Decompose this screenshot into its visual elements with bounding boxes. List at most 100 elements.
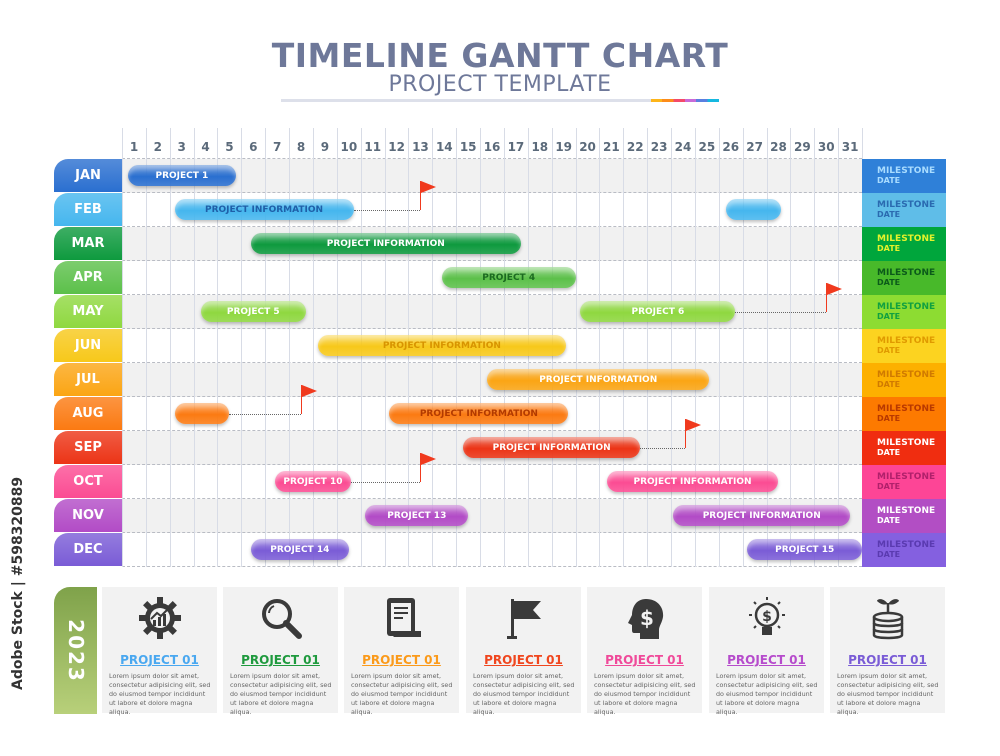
milestone-date: DATE — [877, 346, 901, 355]
day-gridline — [814, 128, 816, 567]
flag-icon — [507, 599, 541, 639]
task-bar[interactable]: PROJECT 10 — [274, 471, 352, 492]
day-number: 6 — [249, 140, 258, 154]
day-number: 24 — [674, 140, 692, 154]
milestone-cell: MILESTONE DATE — [862, 329, 946, 363]
milestone-label: MILESTONE — [877, 302, 936, 312]
month-label-jun: JUN — [54, 329, 122, 362]
milestone-cell: MILESTONE DATE — [862, 431, 946, 465]
task-bar[interactable] — [174, 403, 230, 424]
milestone-cell: MILESTONE DATE — [862, 193, 946, 227]
day-gridline — [623, 128, 625, 567]
task-bar[interactable]: PROJECT INFORMATION — [673, 505, 851, 526]
task-bar[interactable]: PROJECT 1 — [127, 165, 236, 186]
milestone-label: MILESTONE — [877, 336, 936, 346]
day-number: 27 — [746, 140, 763, 154]
milestone-date: DATE — [877, 278, 901, 287]
task-bar[interactable]: PROJECT INFORMATION — [250, 233, 521, 254]
task-bar[interactable]: PROJECT INFORMATION — [317, 335, 566, 356]
task-bar[interactable]: PROJECT 4 — [441, 267, 576, 288]
milestone-date: DATE — [877, 244, 901, 253]
project-card-title: PROJECT 01 — [120, 653, 199, 667]
header-divider — [122, 125, 862, 159]
day-gridline — [217, 128, 219, 567]
task-bar[interactable]: PROJECT 6 — [580, 301, 736, 322]
day-number: 5 — [225, 140, 234, 154]
project-card-title: PROJECT 01 — [362, 653, 441, 667]
project-card: PROJECT 01 Lorem ipsum dolor sit amet, co… — [466, 587, 581, 716]
milestone-label: MILESTONE — [877, 166, 936, 176]
day-gridline — [790, 128, 792, 567]
svg-text:$: $ — [640, 606, 654, 630]
task-bar[interactable]: PROJECT INFORMATION — [174, 199, 354, 220]
month-label-aug: AUG — [54, 397, 122, 430]
day-gridline — [312, 128, 314, 567]
milestone-flag-icon — [827, 283, 843, 295]
project-card-description: Lorem ipsum dolor sit amet, consectetur … — [109, 672, 211, 716]
milestone-date: DATE — [877, 482, 901, 491]
task-bar[interactable]: PROJECT 13 — [365, 505, 469, 526]
day-gridline — [265, 128, 267, 567]
day-number: 22 — [626, 140, 644, 154]
milestone-label: MILESTONE — [877, 234, 936, 244]
gantt-row — [122, 533, 862, 567]
task-bar[interactable]: PROJECT INFORMATION — [463, 437, 640, 458]
milestone-label: MILESTONE — [877, 540, 936, 550]
day-number: 23 — [650, 140, 668, 154]
milestone-label: MILESTONE — [877, 506, 936, 516]
day-gridline — [241, 128, 243, 567]
project-card-description: Lorem ipsum dolor sit amet, consectetur … — [594, 672, 696, 716]
month-label-jan: JAN — [54, 159, 122, 192]
milestone-date: DATE — [877, 380, 901, 389]
milestone-label: MILESTONE — [877, 370, 936, 380]
day-number: 29 — [794, 140, 811, 154]
project-card: PROJECT 01 Lorem ipsum dolor sit amet, co… — [344, 587, 459, 716]
task-bar[interactable]: PROJECT 14 — [250, 539, 349, 560]
day-number: 31 — [841, 140, 859, 154]
day-gridline — [575, 128, 577, 567]
task-bar[interactable] — [725, 199, 781, 220]
milestone-date: DATE — [877, 414, 901, 423]
month-label-sep: SEP — [54, 431, 122, 464]
day-number: 8 — [296, 140, 306, 154]
scroll-document-icon — [387, 598, 421, 637]
milestone-date: DATE — [877, 516, 901, 525]
month-label-jul: JUL — [54, 363, 122, 396]
day-number: 19 — [555, 140, 573, 154]
day-number: 2 — [153, 140, 163, 154]
project-card-title: PROJECT 01 — [848, 653, 927, 667]
day-gridline — [145, 128, 147, 567]
milestone-label: MILESTONE — [877, 438, 936, 448]
day-number: 17 — [507, 140, 525, 154]
day-gridline — [718, 128, 720, 567]
project-card-title: PROJECT 01 — [727, 653, 806, 667]
day-number: 3 — [177, 140, 186, 154]
project-card-description: Lorem ipsum dolor sit amet, consectetur … — [716, 672, 818, 716]
head-dollar-icon: $ — [628, 599, 664, 639]
svg-text:$: $ — [762, 609, 772, 625]
project-card-title: PROJECT 01 — [241, 653, 320, 667]
task-bar[interactable]: PROJECT 5 — [200, 301, 306, 322]
day-number: 4 — [201, 140, 210, 154]
milestone-flag-icon — [421, 181, 437, 193]
project-card-description: Lorem ipsum dolor sit amet, consectetur … — [837, 672, 939, 716]
milestone-label: MILESTONE — [877, 404, 936, 414]
day-number: 20 — [579, 140, 596, 154]
project-card-description: Lorem ipsum dolor sit amet, consectetur … — [351, 672, 453, 716]
milestone-connector — [640, 448, 686, 449]
flag-pole — [420, 453, 422, 482]
month-label-mar: MAR — [54, 227, 122, 260]
task-bar[interactable]: PROJECT 15 — [747, 539, 862, 560]
milestone-cell: MILESTONE DATE — [862, 261, 946, 295]
task-bar[interactable]: PROJECT INFORMATION — [389, 403, 569, 424]
task-bar[interactable]: PROJECT INFORMATION — [606, 471, 779, 492]
day-number: 13 — [412, 140, 429, 154]
milestone-connector — [735, 312, 827, 313]
day-number: 21 — [603, 140, 620, 154]
day-gridline — [838, 128, 840, 567]
day-number: 7 — [273, 140, 282, 154]
milestone-cell: MILESTONE DATE — [862, 227, 946, 261]
milestone-flag-icon — [302, 385, 318, 397]
task-bar[interactable]: PROJECT INFORMATION — [487, 369, 710, 390]
day-number: 28 — [770, 140, 787, 154]
